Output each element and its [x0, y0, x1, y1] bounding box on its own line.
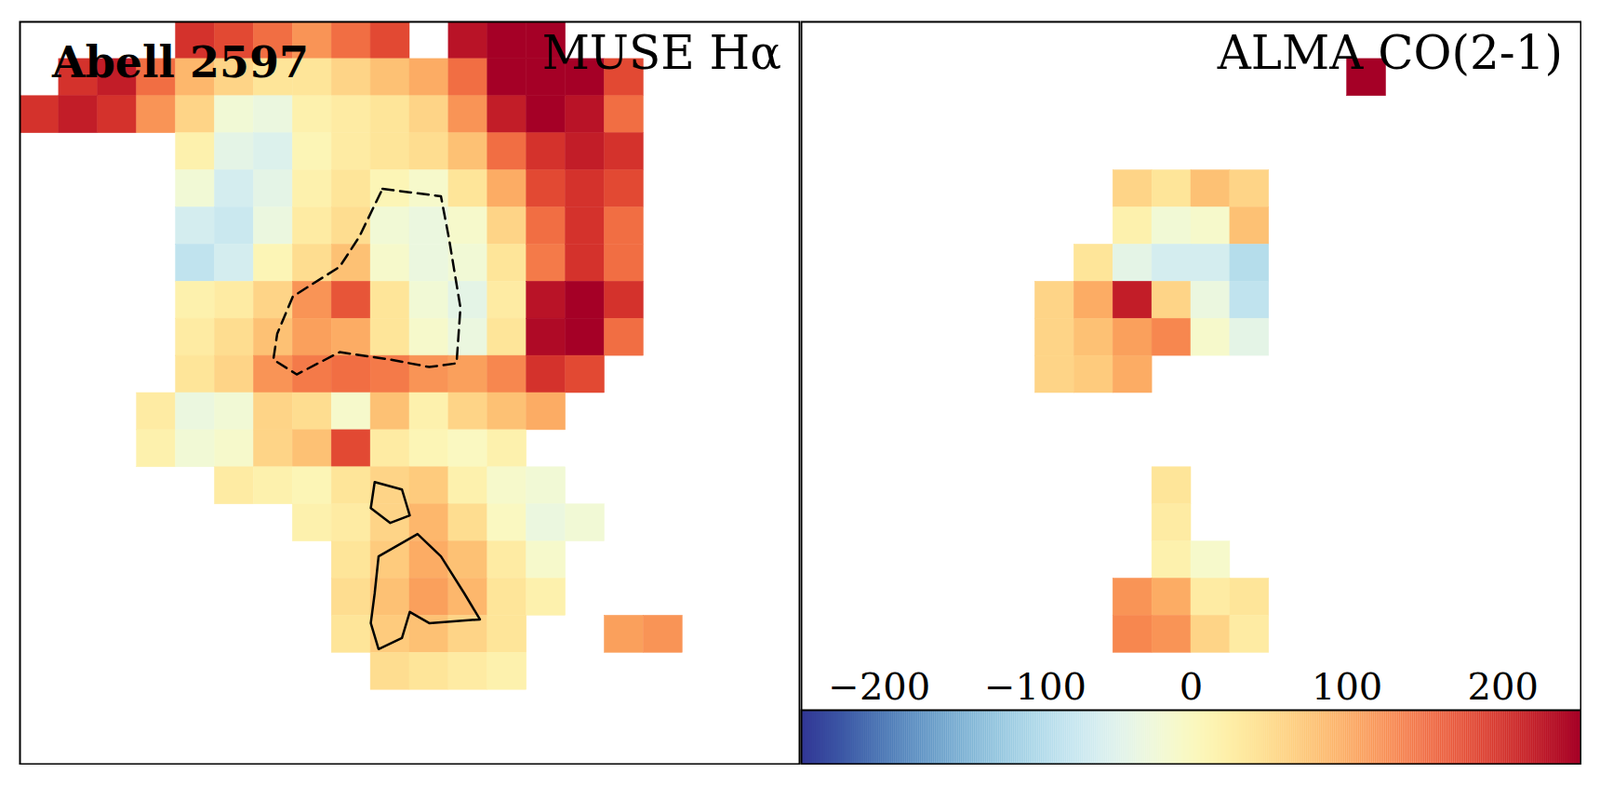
html-text:Abell 2597: Abell 2597	[52, 37, 309, 88]
svg-text:200: 200	[1467, 665, 1539, 708]
svg-text:0: 0	[1179, 665, 1203, 708]
html-text:ALMA CO(2-1): ALMA CO(2-1)	[1217, 26, 1563, 80]
html-text:MUSE Hα: MUSE Hα	[541, 26, 782, 80]
svg-text:−200: −200	[827, 665, 931, 708]
svg-text:100: 100	[1311, 665, 1383, 708]
svg-text:−100: −100	[984, 665, 1087, 708]
